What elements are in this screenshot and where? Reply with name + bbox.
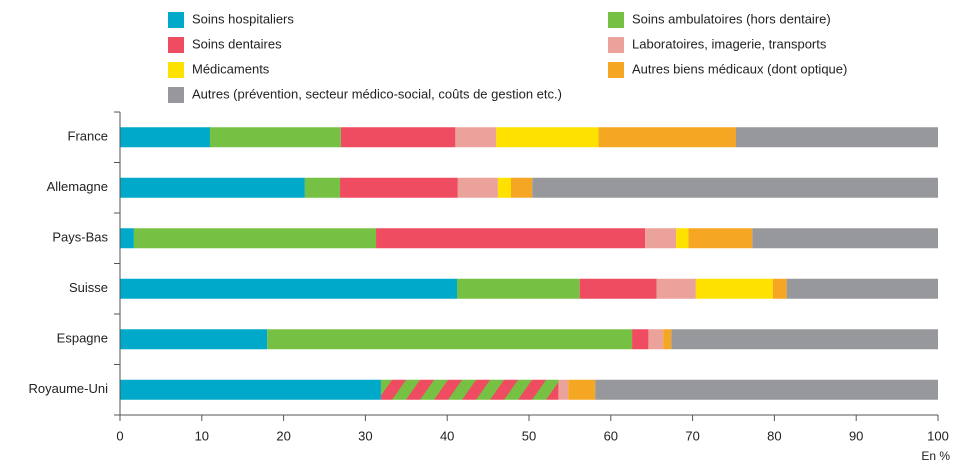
legend-label: Médicaments — [192, 61, 270, 76]
legend-swatch — [168, 37, 184, 53]
legend-label: Soins ambulatoires (hors dentaire) — [632, 11, 831, 26]
bar-segment — [648, 329, 664, 350]
bar-segment — [752, 228, 938, 249]
bar-segment — [340, 177, 458, 198]
bar-segment — [579, 278, 657, 299]
bar-segment — [120, 329, 268, 350]
legend-swatch — [168, 62, 184, 78]
bar-segment — [133, 228, 377, 249]
bar-segment — [455, 127, 497, 148]
x-tick-label: 50 — [522, 428, 536, 443]
bar-segment — [511, 177, 533, 198]
bar-segment — [645, 228, 677, 249]
bar-segment — [772, 278, 787, 299]
bar-segment — [457, 177, 498, 198]
x-tick-label: 20 — [276, 428, 290, 443]
bar-segment — [532, 177, 938, 198]
bar-segment — [340, 127, 456, 148]
y-tick-label: Pays-Bas — [52, 230, 108, 245]
x-tick-label: 30 — [358, 428, 372, 443]
legend-swatch — [168, 12, 184, 28]
legend-swatch — [608, 12, 624, 28]
x-tick-label: 60 — [604, 428, 618, 443]
bar-segment — [632, 329, 649, 350]
y-tick-label: Allemagne — [47, 179, 108, 194]
bar-segment — [568, 379, 596, 400]
bar-segment — [695, 278, 773, 299]
bar-segment — [656, 278, 696, 299]
bar-segment — [380, 379, 559, 400]
bar-segment — [120, 177, 305, 198]
bar-segment — [735, 127, 938, 148]
legend-swatch — [608, 62, 624, 78]
bar-segment — [595, 379, 938, 400]
bar-segment — [558, 379, 569, 400]
x-tick-label: 100 — [927, 428, 949, 443]
legend-label: Soins hospitaliers — [192, 11, 294, 26]
x-tick-label: 0 — [116, 428, 123, 443]
bar-segment — [676, 228, 689, 249]
x-tick-label: 80 — [767, 428, 781, 443]
legend-swatch — [608, 37, 624, 53]
x-axis-label: En % — [921, 449, 950, 463]
bar-segment — [671, 329, 938, 350]
bar-segment — [209, 127, 341, 148]
x-tick-label: 10 — [195, 428, 209, 443]
bar-segment — [120, 278, 458, 299]
bar-segment — [304, 177, 341, 198]
bar-segment — [120, 228, 134, 249]
bar-segment — [663, 329, 672, 350]
legend-label: Autres (prévention, secteur médico-socia… — [192, 86, 562, 101]
legend-swatch — [168, 87, 184, 103]
bar-segment — [598, 127, 736, 148]
legend-label: Autres biens médicaux (dont optique) — [632, 61, 847, 76]
x-tick-label: 70 — [685, 428, 699, 443]
legend-label: Soins dentaires — [192, 36, 282, 51]
bar-segment — [120, 379, 381, 400]
bar-segment — [496, 127, 599, 148]
bar-segment — [688, 228, 753, 249]
bar-segment — [497, 177, 512, 198]
bar-segment — [786, 278, 938, 299]
x-tick-label: 90 — [849, 428, 863, 443]
bar-segment — [267, 329, 633, 350]
bar-segment — [120, 127, 210, 148]
y-tick-label: France — [68, 129, 108, 144]
legend-label: Laboratoires, imagerie, transports — [632, 36, 827, 51]
bar-segment — [376, 228, 646, 249]
x-tick-label: 40 — [440, 428, 454, 443]
bar-segment — [457, 278, 580, 299]
y-tick-label: Suisse — [69, 280, 108, 295]
y-tick-label: Espagne — [57, 331, 108, 346]
y-tick-label: Royaume-Uni — [29, 381, 109, 396]
